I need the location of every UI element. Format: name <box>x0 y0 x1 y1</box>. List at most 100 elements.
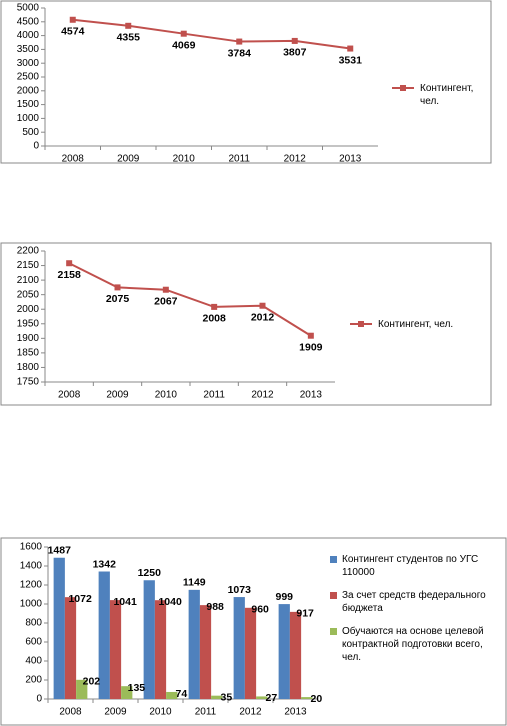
x-tick-label: 2009 <box>106 390 129 401</box>
y-tick-label: 0 <box>33 141 39 152</box>
bar <box>76 679 88 699</box>
line <box>72 18 351 50</box>
bar <box>121 686 133 699</box>
data-label: 3784 <box>228 47 252 59</box>
y-tick-label: 2200 <box>17 246 40 257</box>
bar <box>199 605 212 699</box>
data-label: 988 <box>206 601 224 613</box>
y-tick-label: 2150 <box>17 260 40 271</box>
data-label: 1250 <box>138 567 162 579</box>
bar <box>53 557 65 699</box>
y-tick-label: 2100 <box>17 275 40 286</box>
bar <box>256 696 268 699</box>
data-label: 960 <box>251 604 269 616</box>
y-tick-label: 1750 <box>17 377 40 388</box>
x-tick-label: 2009 <box>104 707 127 718</box>
x-tick-label: 2010 <box>173 154 196 165</box>
data-label: 1149 <box>183 577 206 589</box>
x-tick-label: 2010 <box>155 390 178 401</box>
data-label: 2075 <box>106 293 130 305</box>
y-tick-label: 1900 <box>17 333 40 344</box>
y-tick-label: 400 <box>25 656 42 667</box>
legend-marker <box>400 85 406 91</box>
bar <box>166 691 178 699</box>
x-tick-label: 2010 <box>149 707 172 718</box>
data-label: 1342 <box>93 558 117 570</box>
legend-swatch <box>330 556 337 563</box>
data-label: 27 <box>266 692 278 704</box>
y-tick-label: 4000 <box>17 30 40 41</box>
x-tick-label: 2012 <box>251 390 274 401</box>
marker <box>211 303 218 310</box>
y-tick-label: 1950 <box>17 318 40 329</box>
legend-marker <box>358 321 364 327</box>
bar <box>211 695 223 699</box>
data-label: 4069 <box>172 39 196 51</box>
y-tick-label: 200 <box>25 675 42 686</box>
y-tick-label: 600 <box>25 637 42 648</box>
legend-swatch <box>330 628 337 635</box>
data-label: 2012 <box>251 312 275 324</box>
y-tick-label: 2500 <box>17 72 40 83</box>
data-label: 1040 <box>158 596 182 608</box>
x-tick-label: 2008 <box>59 707 82 718</box>
bar <box>98 571 110 699</box>
line <box>68 262 312 337</box>
data-label: 3807 <box>283 47 307 59</box>
y-tick-label: 3000 <box>17 58 40 69</box>
marker <box>291 37 298 44</box>
data-label: 4574 <box>61 26 85 38</box>
marker <box>66 260 73 267</box>
data-label: 999 <box>275 591 293 603</box>
y-tick-label: 1000 <box>17 113 40 124</box>
x-tick-label: 2011 <box>203 390 225 401</box>
data-label: 1072 <box>68 593 92 605</box>
data-label: 1041 <box>113 596 137 608</box>
bar <box>143 580 155 699</box>
data-label: 4355 <box>117 32 141 44</box>
chart-frame <box>0 0 492 164</box>
bar <box>64 597 77 699</box>
bar <box>233 597 245 699</box>
data-label: 1909 <box>299 341 323 353</box>
x-tick-label: 2009 <box>117 154 140 165</box>
x-tick-label: 2013 <box>284 707 307 718</box>
legend-label: Контингент, чел. <box>420 83 474 107</box>
x-tick-label: 2011 <box>195 707 217 718</box>
legend-label: За счет средств федерального бюджета <box>342 590 486 614</box>
bar <box>278 604 290 699</box>
x-tick-label: 2013 <box>300 390 323 401</box>
data-label: 135 <box>128 682 146 694</box>
y-tick-label: 1500 <box>17 99 40 110</box>
marker <box>347 45 354 52</box>
marker <box>162 286 169 293</box>
legend-label: Обучаются на основе целевой контрактной … <box>342 626 484 663</box>
marker <box>236 38 243 45</box>
y-tick-label: 1000 <box>20 599 43 610</box>
x-tick-label: 2008 <box>62 154 85 165</box>
bar <box>154 600 167 699</box>
y-tick-label: 3500 <box>17 44 40 55</box>
y-tick-label: 1800 <box>17 362 40 373</box>
marker <box>180 30 187 37</box>
data-label: 20 <box>311 693 323 705</box>
legend-swatch <box>330 592 337 599</box>
x-tick-label: 2012 <box>239 707 262 718</box>
data-label: 202 <box>83 676 101 688</box>
legend-label: Контингент студентов по УГС 110000 <box>342 554 479 578</box>
data-label: 2158 <box>57 269 81 281</box>
y-tick-label: 800 <box>25 618 42 629</box>
marker <box>125 22 132 29</box>
data-label: 1073 <box>228 584 252 596</box>
marker <box>69 16 76 23</box>
bar <box>109 600 122 699</box>
bar <box>289 611 302 699</box>
marker <box>114 284 121 291</box>
data-label: 2067 <box>154 295 178 307</box>
y-tick-label: 0 <box>36 694 42 705</box>
y-tick-label: 1600 <box>20 542 43 553</box>
y-tick-label: 5000 <box>17 3 40 14</box>
data-label: 35 <box>221 691 233 703</box>
y-tick-label: 2000 <box>17 85 40 96</box>
